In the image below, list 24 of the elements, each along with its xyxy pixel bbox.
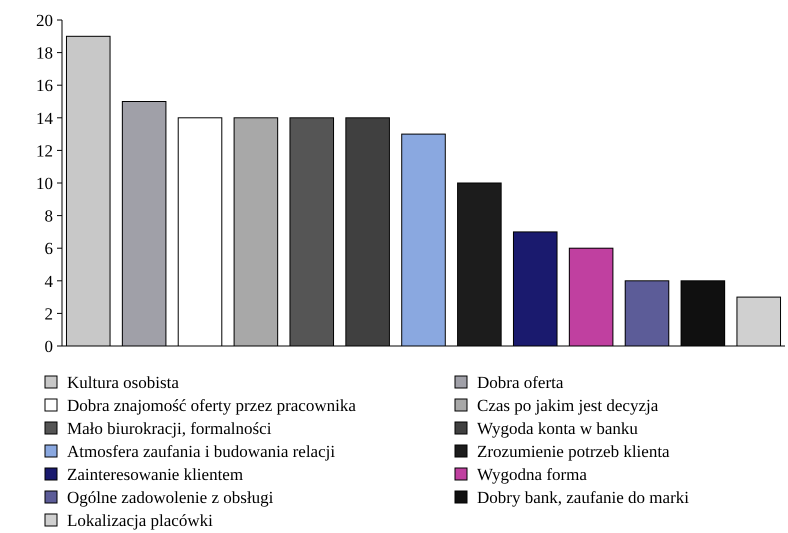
legend-label: Dobra oferta xyxy=(477,372,564,392)
legend-label: Mało biurokracji, formalności xyxy=(67,418,272,438)
y-tick-label: 16 xyxy=(36,76,53,96)
legend-label: Wygodna forma xyxy=(477,464,588,484)
legend-label: Dobry bank, zaufanie do marki xyxy=(477,488,690,507)
y-tick-label: 20 xyxy=(36,10,53,30)
y-tick-label: 2 xyxy=(44,304,53,324)
legend-label: Czas po jakim jest decyzja xyxy=(477,396,659,415)
legend-label: Zainteresowanie klientem xyxy=(67,464,244,484)
legend-label: Lokalizacja placówki xyxy=(67,510,214,530)
legend-label: Atmosfera zaufania i budowania relacji xyxy=(67,442,336,461)
y-tick-label: 18 xyxy=(36,44,53,63)
y-tick-label: 10 xyxy=(36,174,53,193)
y-tick-label: 4 xyxy=(44,272,54,291)
legend-label: Kultura osobista xyxy=(67,372,180,392)
y-tick-label: 12 xyxy=(36,141,53,160)
y-tick-label: 8 xyxy=(44,206,53,226)
legend-label: Zrozumienie potrzeb klienta xyxy=(477,442,670,461)
y-tick-label: 0 xyxy=(44,336,53,356)
legend-label: Dobra znajomość oferty przez pracownika xyxy=(67,396,356,415)
y-tick-label: 14 xyxy=(36,108,54,128)
legend-label: Ogólne zadowolenie z obsługi xyxy=(67,488,274,507)
y-tick-label: 6 xyxy=(44,239,53,258)
legend-label: Wygoda konta w banku xyxy=(477,418,638,438)
